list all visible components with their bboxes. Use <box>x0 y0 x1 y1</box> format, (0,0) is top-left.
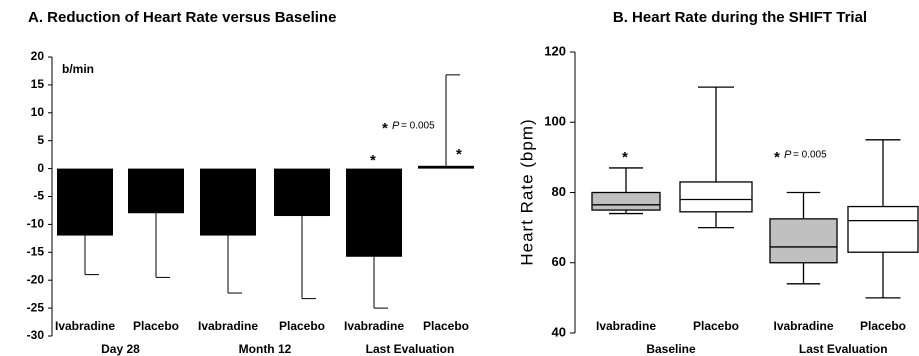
y-tick-label: -20 <box>27 272 45 286</box>
y-tick-label: 0 <box>37 161 44 175</box>
y-tick-label: 120 <box>544 43 566 58</box>
group-label: Month 12 <box>239 342 292 356</box>
box <box>679 181 753 213</box>
annotation: = 0.005 <box>793 150 827 161</box>
y-tick-label: -30 <box>27 328 45 342</box>
group-label: Day 28 <box>101 342 140 356</box>
x-tick-label: Placebo <box>693 319 739 333</box>
y-tick-label: 60 <box>552 254 566 269</box>
y-tick-label: 10 <box>31 105 45 119</box>
y-tick-label: 100 <box>544 114 566 129</box>
chart-title: B. Heart Rate during the SHIFT Trial <box>613 9 867 26</box>
y-tick-label: 20 <box>31 49 45 63</box>
y-tick-label: -25 <box>27 300 45 314</box>
x-tick-label: Placebo <box>133 319 179 333</box>
x-tick-label: Ivabradine <box>198 319 258 333</box>
y-axis-label: Heart Rate (bpm) <box>517 118 536 265</box>
box <box>847 205 919 253</box>
box <box>769 218 838 264</box>
x-tick-label: Placebo <box>860 319 906 333</box>
box <box>591 191 661 211</box>
y-tick-label: -5 <box>33 189 44 203</box>
bar <box>346 168 402 257</box>
y-tick-label: -10 <box>27 217 45 231</box>
annotation: * <box>382 120 388 137</box>
bar <box>128 168 184 214</box>
x-tick-label: Placebo <box>423 319 469 333</box>
x-tick-label: Ivabradine <box>773 319 833 333</box>
annotation: P <box>392 120 400 132</box>
x-tick-label: Ivabradine <box>344 319 404 333</box>
annotation: * <box>370 152 376 169</box>
annotation: * <box>456 146 462 163</box>
annotation: * <box>622 149 628 166</box>
x-tick-label: Ivabradine <box>596 319 656 333</box>
y-tick-label: 15 <box>31 77 45 91</box>
chart-title: A. Reduction of Heart Rate versus Baseli… <box>28 9 336 26</box>
bar <box>418 165 474 169</box>
y-tick-label: 5 <box>37 133 44 147</box>
annotation: * <box>774 149 780 166</box>
group-label: Last Evaluation <box>366 342 455 356</box>
group-label: Baseline <box>646 342 696 356</box>
annotation: = 0.005 <box>401 121 435 132</box>
annotation: P <box>784 149 792 161</box>
bar <box>274 168 330 217</box>
x-tick-label: Ivabradine <box>55 319 115 333</box>
y-tick-label: 80 <box>552 184 566 199</box>
group-label: Last Evaluation <box>799 342 888 356</box>
y-tick-label: 40 <box>552 324 566 339</box>
y-tick-label: -15 <box>27 244 45 258</box>
unit-label: b/min <box>62 62 94 76</box>
x-tick-label: Placebo <box>279 319 325 333</box>
bar <box>200 168 256 236</box>
bar <box>57 168 113 236</box>
